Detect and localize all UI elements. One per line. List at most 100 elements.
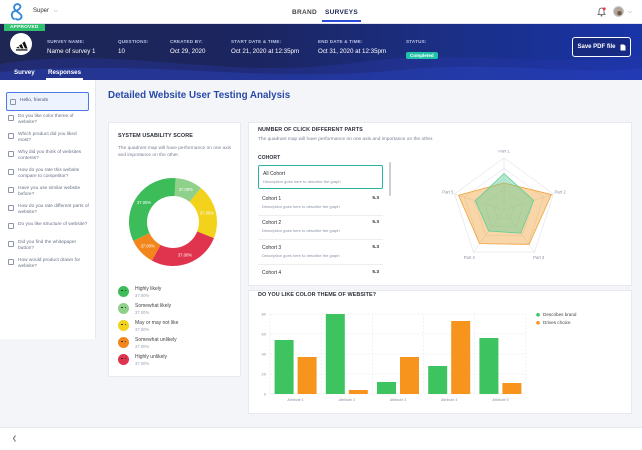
end-date-field: END DATE & TIME: Oct 31, 2020 at 12:35pm [318, 39, 386, 55]
sidebar-item-label: Do you like color theme of website? [18, 114, 74, 125]
sidebar-item[interactable]: Why did you think of websites contents? [8, 150, 90, 162]
radar-series [474, 173, 535, 234]
legend-label: Drives choice [543, 320, 571, 325]
cohort-scrollbar[interactable] [389, 162, 391, 196]
sus-description: The quadrant map will have performance o… [118, 146, 232, 158]
sidebar-item[interactable]: Do you like color theme of website? [8, 114, 90, 126]
sidebar-item[interactable]: Do you like structure of website? [8, 222, 90, 229]
sidebar-item-selected[interactable]: Hello, friends [6, 92, 89, 111]
slice-label: 37.00% [200, 211, 214, 216]
bar [502, 383, 522, 394]
cohort-description: Description goes here to describe the gr… [262, 228, 340, 233]
question-icon [8, 222, 14, 229]
clicks-title: NUMBER OF CLICK DIFFERENT PARTS [258, 127, 363, 133]
file-icon [620, 44, 625, 50]
cohort-score: 5.3 [372, 220, 379, 225]
bar [274, 340, 294, 394]
team-switcher[interactable]: Super ⌵ [33, 8, 58, 14]
legend-label: Highly unlikely [135, 354, 167, 360]
bar [451, 321, 471, 394]
cohort-description: Description goes here to describe the gr… [262, 253, 340, 258]
cohort-item[interactable]: Cohort 2 Description goes here to descri… [258, 220, 383, 240]
sidebar-item[interactable]: Did you find the whitepaper button? [8, 240, 90, 252]
cohort-item[interactable]: Cohort 1 Description goes here to descri… [258, 196, 383, 216]
legend-percent: 37.00% [135, 327, 150, 332]
radar-axis [454, 193, 505, 211]
x-tick-label: Attribute 1 [287, 398, 303, 402]
created-by-field: CREATED BY: Oct 29, 2020 [170, 39, 205, 55]
cohort-score: 5.3 [372, 196, 379, 201]
slice-label: 37.00% [140, 244, 154, 249]
x-tick-label: Attribute 4 [441, 398, 457, 402]
survey-name-value: Name of survey 1 [47, 48, 96, 55]
cohort-item[interactable]: Cohort 3 Description goes here to descri… [258, 245, 383, 265]
radar-chart: Part 1 Part 2 Part 3 Part 4 Part 5 [442, 150, 566, 260]
page-title: Detailed Website User Testing Analysis [108, 90, 291, 101]
legend-neutral: May or may not like 37.00% [118, 320, 178, 332]
questions-value: 10 [118, 48, 125, 55]
survey-name-label: SURVEY NAME: [47, 39, 85, 44]
colortheme-title: DO YOU LIKE COLOR THEME OF WEBSITE? [258, 292, 377, 298]
question-icon [8, 150, 14, 157]
sidebar-item[interactable]: How do you rate this website compare to … [8, 168, 90, 180]
sidebar-item[interactable]: Which product did you liked most? [8, 132, 90, 144]
tab-survey[interactable]: Survey [14, 69, 35, 76]
donut-slice [189, 188, 217, 239]
legend-label: Describes brand [543, 312, 577, 317]
survey-header [0, 24, 642, 80]
adidas-logo-icon [16, 41, 28, 51]
donut-slice [129, 178, 176, 241]
question-icon [8, 186, 14, 193]
avatar[interactable] [613, 6, 624, 17]
y-tick-label: 60 [262, 332, 267, 337]
tab-responses[interactable]: Responses [45, 69, 84, 80]
cohort-name: Cohort 1 [262, 196, 282, 202]
sidebar-item[interactable]: How would product drawn for website? [8, 258, 90, 270]
cohort-item[interactable]: Cohort 4 5.3 [258, 270, 383, 280]
bar [348, 390, 368, 394]
bell-icon[interactable] [597, 7, 606, 17]
sidebar-item-label: Did you find the whitepaper button? [18, 240, 77, 251]
colortheme-bar-chart: 0 20 40 60 80 Attribute 1 Attribute 2 Attribute… [262, 312, 577, 403]
cohort-name: All Cohort [263, 171, 285, 177]
approved-badge: APPROVED [4, 24, 45, 31]
donut-slice [151, 231, 214, 266]
x-tick-label: Attribute 2 [339, 398, 355, 402]
chevron-down-icon: ⌵ [54, 8, 58, 14]
tab-brand[interactable]: BRAND [292, 9, 317, 16]
sidebar-item-label: Hello, friends [20, 98, 48, 103]
status-field: STATUS: Completed [406, 39, 438, 62]
legend-percent: 37.00% [135, 293, 150, 298]
created-by-label: CREATED BY: [170, 39, 203, 44]
cohort-header: COHORT [258, 155, 281, 161]
y-tick-label: 80 [262, 312, 267, 317]
happy-face-icon [118, 286, 129, 297]
slice-label: 37.00% [179, 187, 193, 192]
sidebar-item-label: How do you rate different parts of websi… [18, 204, 89, 215]
sidebar-item-label: Have you use similar website before? [18, 186, 81, 197]
cohort-description: Description goes here to describe the gr… [262, 204, 340, 209]
sidebar-item[interactable]: How do you rate different parts of websi… [8, 204, 90, 216]
chevron-down-icon[interactable]: ⌵ [628, 9, 632, 15]
radar-grid [454, 157, 554, 253]
x-tick-label: Attribute 3 [390, 398, 406, 402]
x-tick-label: Attribute 5 [492, 398, 508, 402]
radar-grid [483, 188, 525, 228]
legend-highly-unlikely: Highly unlikely 37.00% [118, 354, 167, 366]
radar-axis [503, 193, 554, 211]
cohort-score: 5.3 [372, 245, 379, 250]
radar-axis-label: Part 5 [442, 189, 454, 194]
sidebar-item-label: Which product did you liked most? [18, 132, 77, 143]
cohort-name: Cohort 2 [262, 220, 282, 226]
sidebar-item-label: How would product drawn for website? [18, 258, 81, 269]
frown-face-icon [118, 337, 129, 348]
save-pdf-button[interactable]: Save PDF file [572, 37, 631, 57]
chevron-left-icon[interactable]: ❮ [12, 436, 18, 442]
tab-surveys[interactable]: SURVEYS [321, 9, 362, 22]
sidebar-item[interactable]: Have you use similar website before? [8, 186, 90, 198]
app-logo-icon[interactable] [10, 3, 26, 21]
legend-label: Highly likely [135, 286, 162, 292]
questions-field: QUESTIONS: 10 [118, 39, 149, 55]
created-by-value: Oct 29, 2020 [170, 48, 206, 55]
cohort-item-all[interactable]: All Cohort Description goes here to desc… [258, 165, 383, 189]
